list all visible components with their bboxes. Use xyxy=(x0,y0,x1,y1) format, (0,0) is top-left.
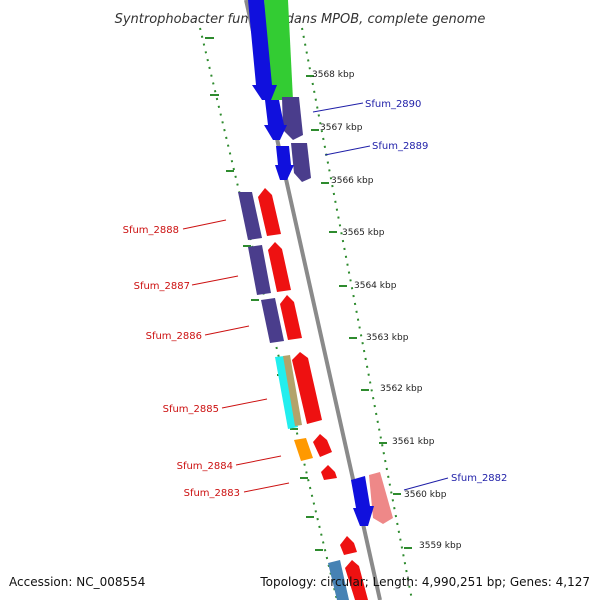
gene-red xyxy=(340,536,357,555)
gene-orange xyxy=(294,438,313,461)
gene-blue xyxy=(275,146,294,180)
ruler-label: 3561 kbp xyxy=(392,437,435,447)
gene-red xyxy=(345,560,368,600)
gene-blue xyxy=(264,100,287,140)
gene-leader-lines xyxy=(182,102,449,493)
ruler-label: 3566 kbp xyxy=(331,176,374,186)
accession-text: Accession: NC_008554 xyxy=(9,575,145,589)
ruler-label: 3560 kbp xyxy=(404,490,447,500)
gene-red xyxy=(321,465,337,480)
gene-label-sfum-2887: Sfum_2887 xyxy=(134,281,190,292)
gene-red xyxy=(258,188,281,236)
forward-strand-genes xyxy=(264,0,393,524)
gene-label-sfum-2882: Sfum_2882 xyxy=(451,473,507,484)
gene-label-sfum-2885: Sfum_2885 xyxy=(163,404,219,415)
gene-navy xyxy=(282,97,303,140)
gene-steel xyxy=(328,560,349,600)
gene-label-sfum-2883: Sfum_2883 xyxy=(184,488,240,499)
gene-labels: Sfum_2890 Sfum_2889 Sfum_2888 Sfum_2887 … xyxy=(123,99,508,499)
gene-cyan xyxy=(275,356,298,429)
map-title: Syntrophobacter fumaroxidans MPOB, compl… xyxy=(115,12,486,27)
genome-summary-text: Topology: circular; Length: 4,990,251 bp… xyxy=(259,575,590,589)
gene-red xyxy=(280,295,302,340)
ruler-label: 3564 kbp xyxy=(354,281,397,291)
gene-pink xyxy=(369,472,393,524)
gene-red xyxy=(313,434,332,457)
gene-navy xyxy=(261,298,284,343)
gene-navy xyxy=(238,192,262,240)
gene-label-sfum-2890: Sfum_2890 xyxy=(365,99,421,110)
gene-green xyxy=(264,0,293,100)
ruler-label: 3559 kbp xyxy=(419,541,462,551)
gene-blue xyxy=(248,0,277,100)
gene-label-sfum-2888: Sfum_2888 xyxy=(123,225,179,236)
gene-label-sfum-2886: Sfum_2886 xyxy=(146,331,202,342)
ruler-ticks xyxy=(205,37,412,551)
ruler-label: 3562 kbp xyxy=(380,384,423,394)
outer-dotted-ring-right xyxy=(301,27,413,600)
ruler-label: 3567 kbp xyxy=(320,123,363,133)
gene-khaki xyxy=(283,355,302,426)
ruler-label: 3568 kbp xyxy=(312,70,355,80)
gene-blue xyxy=(351,476,374,526)
gene-label-sfum-2889: Sfum_2889 xyxy=(372,141,428,152)
gene-red xyxy=(292,352,322,424)
gene-navy xyxy=(291,143,311,182)
reverse-strand-genes xyxy=(238,0,374,600)
gene-red xyxy=(268,242,291,292)
gene-navy xyxy=(248,245,271,295)
ruler-label: 3565 kbp xyxy=(342,228,385,238)
gene-label-sfum-2884: Sfum_2884 xyxy=(177,461,233,472)
ruler-labels: 3568 kbp 3567 kbp 3566 kbp 3565 kbp 3564… xyxy=(312,70,462,551)
ruler-label: 3563 kbp xyxy=(366,333,409,343)
